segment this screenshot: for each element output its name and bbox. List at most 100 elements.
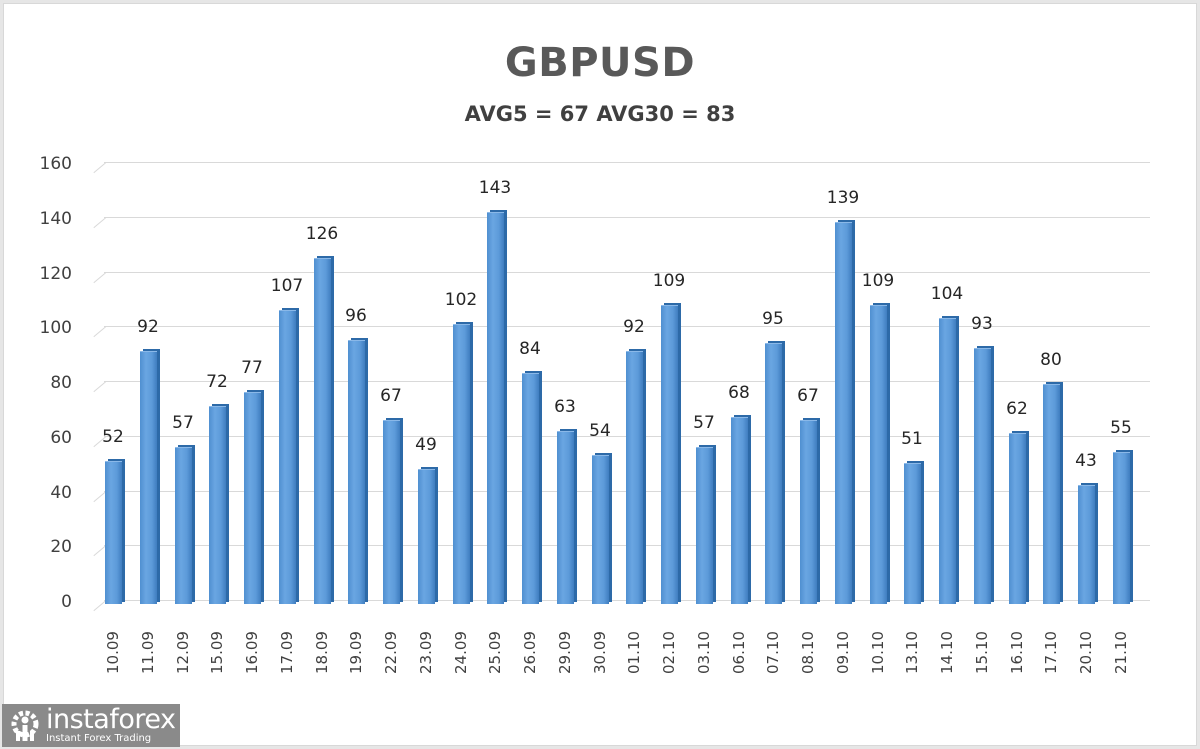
bar-value-label: 43 — [1075, 451, 1097, 471]
bar-value-label: 107 — [270, 276, 304, 296]
bar — [661, 305, 678, 604]
y-tick-label: 140 — [39, 209, 72, 229]
bar-value-label: 72 — [206, 372, 228, 392]
bar-value-label: 102 — [444, 290, 478, 310]
y-tick-label: 100 — [39, 318, 72, 338]
bar-value-label: 57 — [172, 413, 194, 433]
x-tick-label: 23.09 — [417, 631, 435, 674]
bar-value-label: 67 — [797, 386, 819, 406]
bar — [279, 310, 296, 604]
logo-name: instaforex — [46, 704, 176, 735]
gridline — [104, 162, 1150, 163]
bar — [904, 463, 921, 604]
y-tick-label: 60 — [50, 428, 72, 448]
x-tick-label: 14.10 — [938, 631, 956, 674]
gridline-depth — [93, 162, 107, 174]
x-tick-label: 16.10 — [1008, 631, 1026, 674]
x-tick-label: 30.09 — [591, 631, 609, 674]
x-tick-label: 18.09 — [313, 631, 331, 674]
chart-title: GBPUSD — [504, 40, 696, 86]
bar-value-label: 57 — [693, 413, 715, 433]
gridline-depth — [93, 272, 107, 284]
x-tick-label: 09.10 — [834, 631, 852, 674]
x-tick-label: 22.09 — [382, 631, 400, 674]
gridline — [104, 326, 1150, 327]
bar-value-label: 77 — [241, 358, 263, 378]
chart-frame — [3, 3, 1197, 746]
bar — [209, 406, 226, 604]
bar-value-label: 67 — [380, 386, 402, 406]
bar — [244, 392, 261, 604]
bar-value-label: 109 — [861, 271, 895, 291]
logo-tagline: Instant Forex Trading — [46, 733, 152, 744]
bar — [974, 348, 991, 604]
bar — [105, 461, 122, 604]
x-tick-label: 17.09 — [278, 631, 296, 674]
bar — [696, 447, 713, 604]
bar — [765, 343, 782, 604]
y-tick-label: 120 — [39, 264, 72, 284]
bar-value-label: 80 — [1040, 350, 1062, 370]
gridline-depth — [93, 326, 107, 338]
x-tick-label: 26.09 — [521, 631, 539, 674]
x-tick-label: 06.10 — [730, 631, 748, 674]
y-tick-label: 40 — [50, 483, 72, 503]
y-tick-label: 0 — [61, 592, 72, 612]
gear-person-icon — [8, 709, 42, 743]
x-tick-label: 17.10 — [1042, 631, 1060, 674]
bar — [626, 351, 643, 604]
bar — [1043, 384, 1060, 604]
bar-value-label: 62 — [1006, 399, 1028, 419]
chart-subtitle: AVG5 = 67 AVG30 = 83 — [464, 102, 736, 126]
bar-value-label: 51 — [901, 429, 923, 449]
gridline-depth — [93, 381, 107, 393]
x-tick-label: 21.10 — [1112, 631, 1130, 674]
x-tick-label: 01.10 — [625, 631, 643, 674]
bar — [835, 222, 852, 604]
bar — [383, 420, 400, 604]
x-tick-label: 20.10 — [1077, 631, 1095, 674]
bar — [800, 420, 817, 604]
bar-value-label: 84 — [519, 339, 541, 359]
bar-value-label: 68 — [728, 383, 750, 403]
bar-value-label: 63 — [554, 397, 576, 417]
bar — [1078, 485, 1095, 604]
x-tick-label: 16.09 — [243, 631, 261, 674]
x-tick-label: 10.10 — [869, 631, 887, 674]
x-tick-label: 15.10 — [973, 631, 991, 674]
gridline-depth — [93, 217, 107, 229]
bar — [314, 258, 331, 604]
bar-value-label: 95 — [762, 309, 784, 329]
bar-value-label: 109 — [652, 271, 686, 291]
bar — [348, 340, 365, 604]
bar — [731, 417, 748, 604]
bar — [557, 431, 574, 604]
bar-value-label: 52 — [102, 427, 124, 447]
bar — [870, 305, 887, 604]
bar — [140, 351, 157, 604]
bar-value-label: 49 — [415, 435, 437, 455]
bar — [522, 373, 539, 604]
x-tick-label: 02.10 — [660, 631, 678, 674]
bar — [1009, 433, 1026, 604]
bar-value-label: 104 — [930, 284, 964, 304]
y-tick-label: 20 — [50, 537, 72, 557]
x-tick-label: 15.09 — [208, 631, 226, 674]
bar-value-label: 92 — [623, 317, 645, 337]
bar — [175, 447, 192, 604]
gridline — [104, 272, 1150, 273]
x-tick-label: 29.09 — [556, 631, 574, 674]
bar-value-label: 143 — [478, 178, 512, 198]
bar — [453, 324, 470, 604]
x-tick-label: 03.10 — [695, 631, 713, 674]
bar-value-label: 96 — [345, 306, 367, 326]
y-tick-label: 80 — [50, 373, 72, 393]
bar-value-label: 126 — [305, 224, 339, 244]
bar-value-label: 139 — [826, 188, 860, 208]
gridline — [104, 217, 1150, 218]
x-tick-label: 11.09 — [139, 631, 157, 674]
bar — [939, 318, 956, 604]
bar — [487, 212, 504, 604]
bar-value-label: 92 — [137, 317, 159, 337]
